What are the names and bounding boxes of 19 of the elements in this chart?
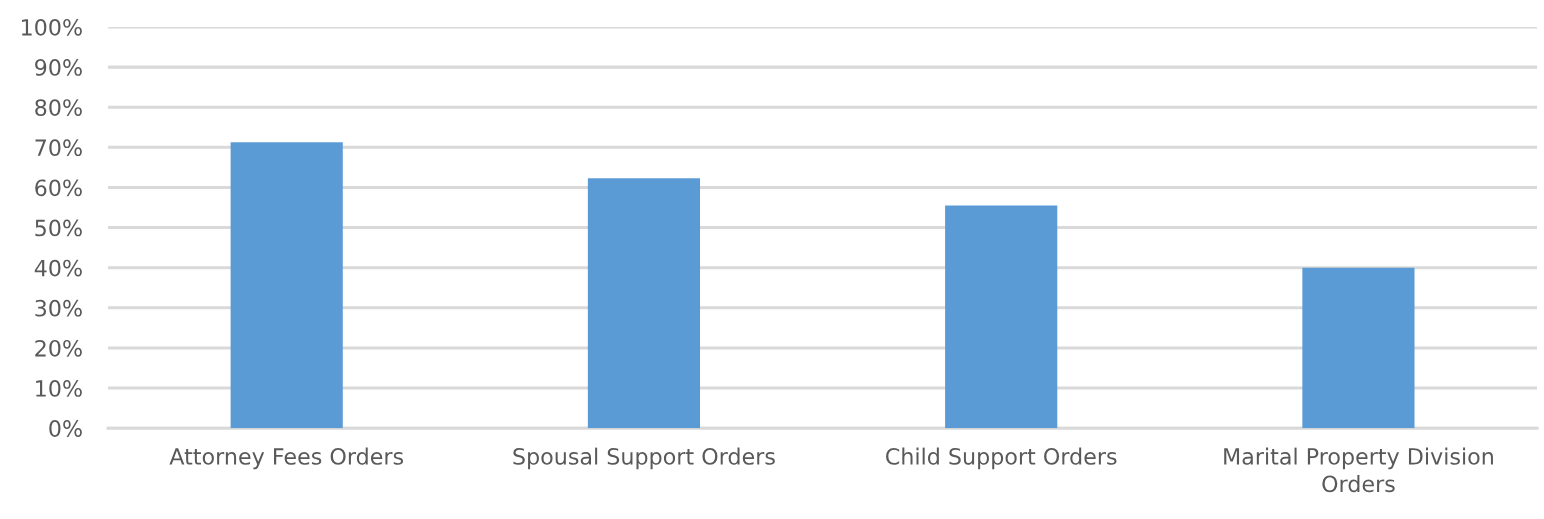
y-tick-label: 100% — [21, 18, 82, 36]
y-tick-label: 40% — [34, 259, 82, 277]
y-tick-label: 10% — [36, 380, 82, 397]
x-tick-label: Marital Property Division Orders — [1224, 447, 1493, 493]
bar — [230, 142, 343, 429]
y-tick-label: 0% — [49, 420, 82, 437]
x-tick-label: Child Support Orders — [886, 447, 1117, 470]
y-tick-label: 50% — [35, 219, 82, 237]
x-tick-label: Spousal Support Orders — [513, 447, 775, 470]
y-tick-label: 90% — [35, 59, 82, 76]
bar — [587, 178, 701, 429]
y-tick-label: 20% — [35, 339, 82, 357]
y-tick-label: 60% — [35, 179, 82, 197]
bar — [1302, 267, 1415, 429]
y-tick-label: 80% — [35, 99, 82, 116]
bar — [945, 205, 1058, 429]
y-tick-label: 30% — [35, 299, 82, 317]
y-tick-label: 70% — [35, 139, 82, 157]
x-tick-label: Attorney Fees Orders — [169, 447, 404, 470]
